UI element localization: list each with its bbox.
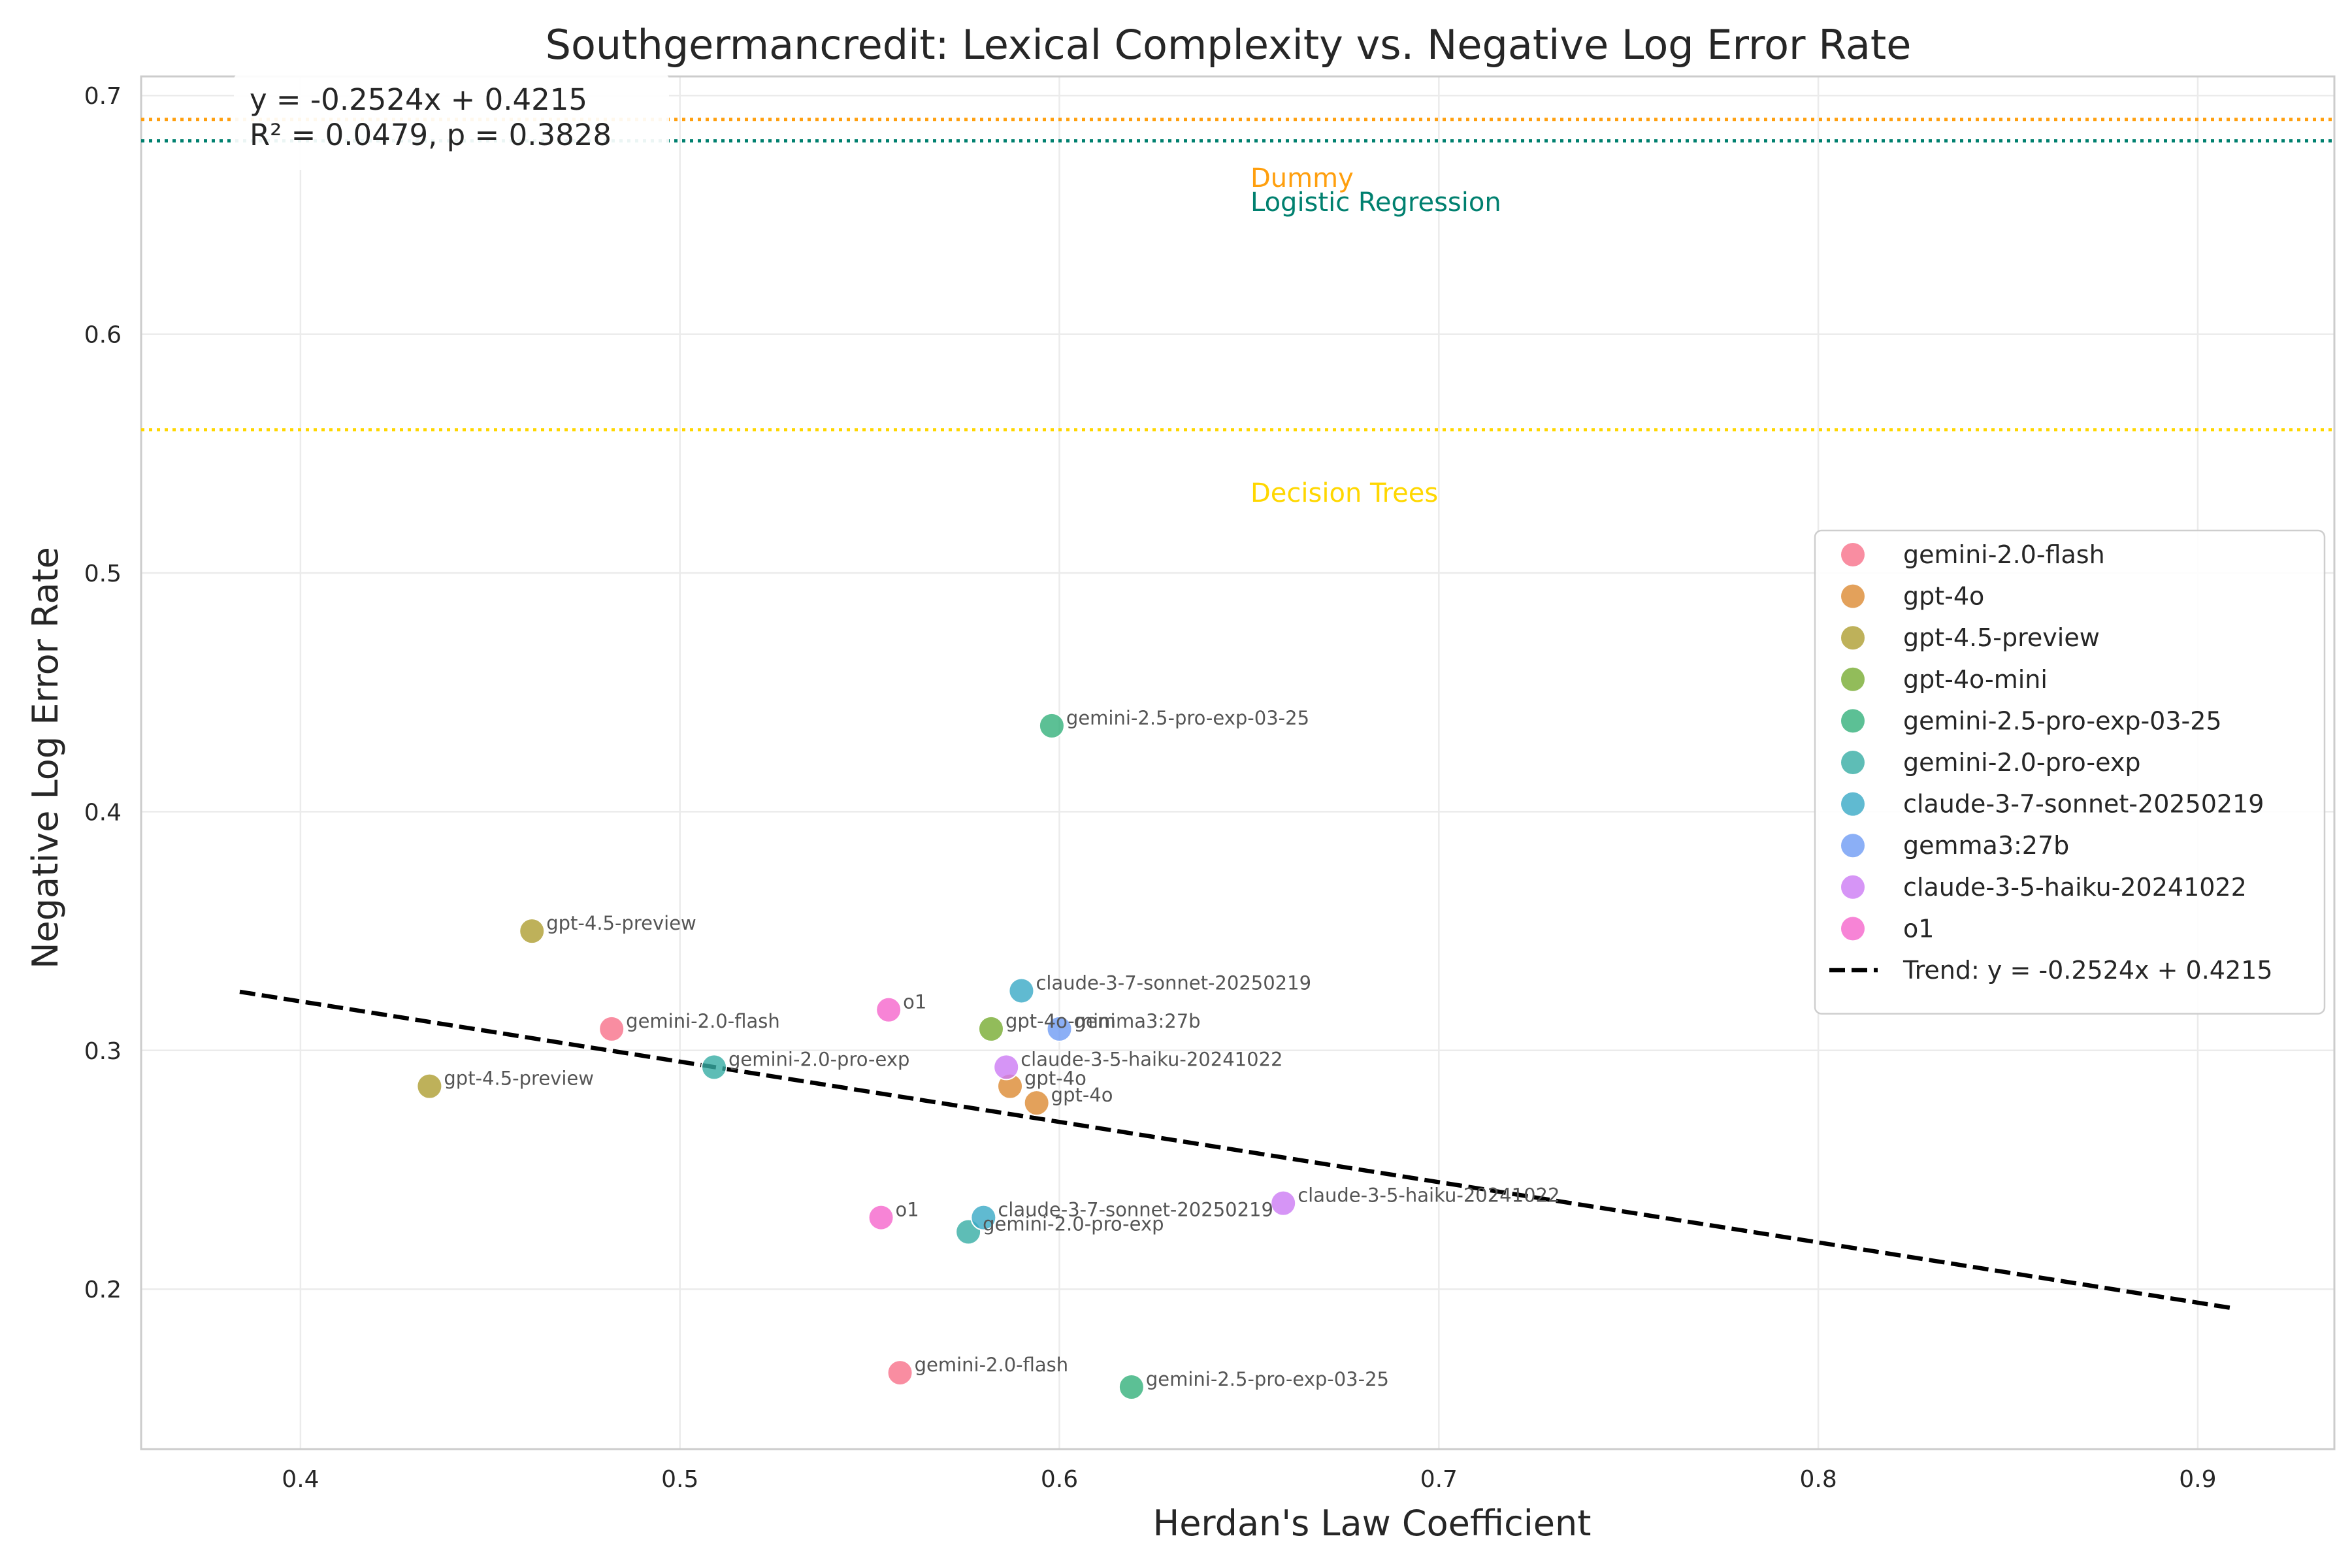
reference-line-label: Dummy [1250, 163, 1354, 193]
y-tick-label: 0.3 [84, 1038, 122, 1065]
legend-marker [1841, 751, 1865, 774]
point-label: gemini-2.5-pro-exp-03-25 [1146, 1368, 1389, 1390]
data-point [598, 1015, 625, 1042]
point-label: gemini-2.0-pro-exp [728, 1048, 909, 1070]
legend: gemini-2.0-flash gpt-4o gpt-4.5-preview gpt… [1814, 529, 2326, 1015]
legend-marker [1841, 709, 1865, 733]
legend-label: gemma3:27b [1903, 831, 2069, 860]
x-tick-label: 0.6 [1041, 1466, 1078, 1493]
data-point [977, 1015, 1004, 1042]
point-label: gpt-4o-mini [1005, 1010, 1116, 1032]
legend-label: o1 [1903, 914, 1934, 943]
legend-marker [1841, 792, 1865, 816]
legend-label: claude-3-7-sonnet-20250219 [1903, 790, 2264, 819]
axes-frame [140, 75, 2336, 1450]
legend-marker [1841, 626, 1865, 650]
legend-marker [1841, 834, 1865, 858]
legend-label: gpt-4.5-preview [1903, 623, 2100, 652]
point-label: gemini-2.0-flash [626, 1010, 780, 1032]
legend-label: gemini-2.0-pro-exp [1903, 748, 2140, 777]
point-label: gemini-2.0-pro-exp [983, 1213, 1164, 1235]
point-label: claude-3-5-haiku-20241022 [1298, 1184, 1560, 1207]
data-point [519, 918, 546, 945]
data-point [970, 1204, 997, 1231]
data-point [993, 1054, 1020, 1081]
point-label: gpt-4.5-preview [444, 1068, 594, 1090]
legend-marker [1841, 543, 1865, 566]
trend-line [239, 989, 2232, 1311]
legend-label: Trend: y = -0.2524x + 0.4215 [1903, 956, 2273, 985]
y-tick-label: 0.2 [84, 1277, 122, 1303]
data-point [701, 1054, 728, 1081]
data-point [1023, 1090, 1050, 1117]
x-tick-label: 0.8 [1799, 1466, 1837, 1493]
reference-line-label: Logistic Regression [1250, 188, 1501, 218]
data-point [887, 1360, 913, 1386]
x-tick-label: 0.9 [2179, 1466, 2216, 1493]
legend-label: gpt-4o [1903, 582, 1984, 611]
data-point [1118, 1373, 1145, 1400]
y-axis-label: Negative Log Error Rate [25, 547, 66, 969]
plot-area: 0.4 0.5 0.6 0.7 0.8 0.9 0.2 0.3 0.4 0.5 0.6 0.7 Dumm… [84, 73, 2336, 1493]
point-label: gpt-4.5-preview [546, 912, 696, 934]
y-tick-label: 0.6 [84, 322, 122, 349]
legend-marker [1841, 667, 1865, 691]
x-axis-label: Herdan's Law Coefficient [1153, 1503, 1592, 1544]
r-squared-text: R² = 0.0479, p = 0.3828 [250, 118, 612, 152]
legend-label: gemini-2.0-flash [1903, 540, 2105, 569]
point-label: gpt-4o [1024, 1068, 1086, 1090]
data-point [1038, 712, 1065, 739]
equation-text: y = -0.2524x + 0.4215 [250, 82, 587, 117]
point-label: gpt-4o [1051, 1084, 1113, 1106]
reference-line-label: Decision Trees [1250, 478, 1438, 508]
point-label: gemini-2.5-pro-exp-03-25 [1066, 707, 1309, 729]
x-tick-label: 0.7 [1420, 1466, 1458, 1493]
legend-marker [1841, 875, 1865, 899]
point-label: claude-3-5-haiku-20241022 [1021, 1048, 1282, 1070]
point-label: o1 [896, 1199, 919, 1221]
legend-marker [1841, 917, 1865, 941]
legend-marker [1841, 584, 1865, 608]
legend-label: claude-3-5-haiku-20241022 [1903, 873, 2247, 902]
point-label: claude-3-7-sonnet-20250219 [1036, 972, 1311, 994]
legend-box [1814, 529, 2326, 1015]
data-point [868, 1204, 894, 1231]
point-label: o1 [903, 991, 926, 1013]
point-label: gemini-2.0-flash [915, 1354, 1069, 1376]
point-label: claude-3-7-sonnet-20250219 [998, 1199, 1273, 1221]
x-tick-label: 0.4 [282, 1466, 319, 1493]
chart-title: Southgermancredit: Lexical Complexity vs… [546, 21, 1912, 69]
legend-label: gemini-2.5-pro-exp-03-25 [1903, 706, 2222, 735]
y-tick-label: 0.7 [84, 83, 122, 110]
data-point [416, 1073, 443, 1100]
y-tick-label: 0.4 [84, 799, 122, 826]
y-tick-label: 0.5 [84, 561, 122, 587]
point-label: gemma3:27b [1074, 1010, 1201, 1032]
legend-label: gpt-4o-mini [1903, 665, 2048, 694]
data-point [1270, 1190, 1297, 1217]
data-point [875, 996, 902, 1023]
data-point [1046, 1015, 1073, 1042]
data-point [1008, 977, 1035, 1004]
x-tick-label: 0.5 [661, 1466, 698, 1493]
equation-box [234, 73, 669, 170]
